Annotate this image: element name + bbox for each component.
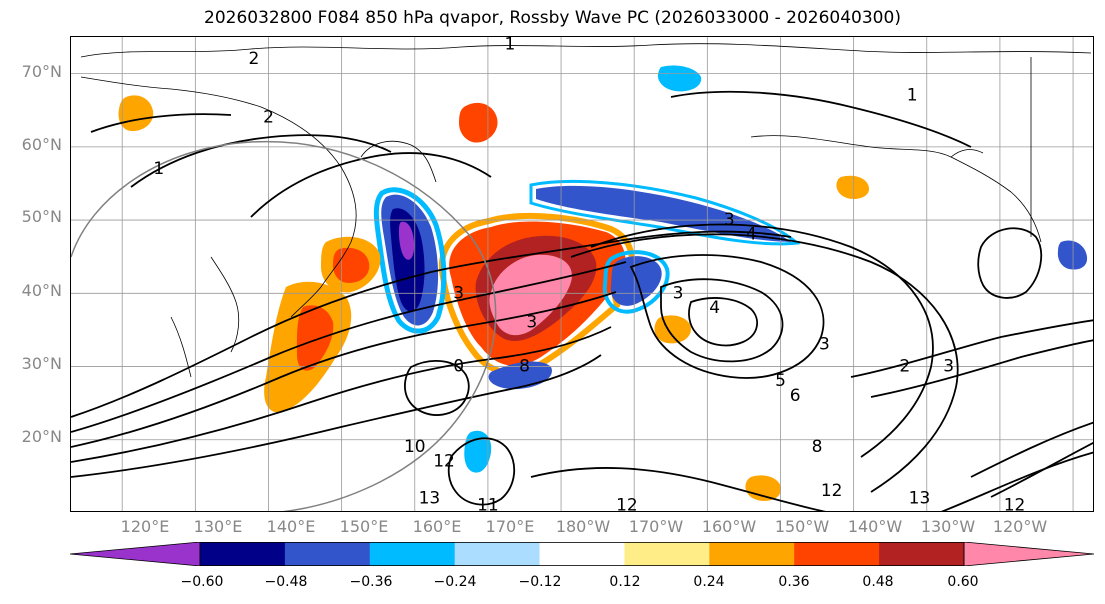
lon-label-160e: 160°E <box>412 517 462 536</box>
contour-label: 3 <box>724 210 735 230</box>
lon-label-150e: 150°E <box>339 517 389 536</box>
contour-label: 5 <box>775 371 786 391</box>
contour-label: 2 <box>899 357 910 377</box>
contour-label: 2 <box>263 108 274 128</box>
plot-title: 2026032800 F084 850 hPa qvapor, Rossby W… <box>204 8 901 28</box>
colorbar-cell <box>369 542 456 566</box>
reference-arc <box>71 140 497 511</box>
colorbar-cell <box>454 542 541 566</box>
positive-anomaly-kamchatka <box>459 102 498 143</box>
contour-label: 8 <box>812 437 823 457</box>
contour-label: 3 <box>943 357 954 377</box>
map-panel: 1221333443356823101211131213121312801 <box>70 36 1094 512</box>
contour-label: 3 <box>526 313 537 333</box>
lon-label-140w: 140°W <box>847 517 903 536</box>
positive-anomaly-japan-core <box>296 305 334 371</box>
colorbar-tick-2: −0.36 <box>349 574 393 590</box>
colorbar <box>70 542 1094 566</box>
contour-label: 1 <box>504 37 515 54</box>
contour-label: 3 <box>819 335 830 355</box>
colorbar-tick-8: 0.48 <box>862 574 894 590</box>
negative-anomaly-small-1 <box>657 65 702 92</box>
contour-label: 11 <box>477 496 499 512</box>
colorbar-tick-1: −0.48 <box>264 574 308 590</box>
colorbar-tick-6: 0.24 <box>693 574 725 590</box>
contour-label: 2 <box>248 49 259 69</box>
contour-label: 0 <box>453 357 464 377</box>
coastlines <box>80 43 1092 378</box>
negative-anomaly-band <box>536 185 791 242</box>
contour-labels: 1221333443356823101211131213121312801 <box>153 37 1026 512</box>
contour-label: 13 <box>909 488 931 508</box>
colorbar-tick-3: −0.24 <box>433 574 477 590</box>
colorbar-extend-max <box>963 542 1094 566</box>
colorbar-cell <box>794 542 880 566</box>
lat-label-60: 60°N <box>21 135 62 154</box>
lat-label-50: 50°N <box>21 207 62 226</box>
lat-label-40: 40°N <box>21 281 62 300</box>
colorbar-tick-4: −0.12 <box>518 574 562 590</box>
colorbar-extend-min <box>70 542 201 566</box>
contours <box>71 90 1093 511</box>
negative-anomaly-small-2 <box>464 430 492 473</box>
lon-label-120w: 120°W <box>992 517 1048 536</box>
contour-label: 1 <box>153 159 164 179</box>
contour-label: 6 <box>790 386 801 406</box>
contour-label: 13 <box>419 488 441 508</box>
lat-label-70: 70°N <box>21 62 62 81</box>
contour-label: 13 <box>638 510 660 512</box>
positive-anomaly-small-4 <box>836 175 869 199</box>
contour-label: 3 <box>673 283 684 303</box>
positive-anomaly-small-3 <box>745 475 781 501</box>
contour-label: 12 <box>616 496 638 512</box>
positive-anomaly-peak <box>489 254 572 336</box>
colorbar-outline <box>199 542 965 566</box>
lon-label-130e: 130°E <box>193 517 243 536</box>
colorbar-cell <box>709 542 795 566</box>
contour-label: 10 <box>404 437 426 457</box>
colorbar-cell <box>284 542 371 566</box>
colorbar-tick-0: −0.60 <box>180 574 224 590</box>
negative-anomaly-east-rim <box>602 250 670 314</box>
contour-label: 1 <box>907 86 918 106</box>
colorbar-cell <box>200 542 286 566</box>
negative-anomaly-band-rim <box>529 179 801 246</box>
negative-anomaly-peak <box>399 221 415 260</box>
contour-label: 12 <box>821 481 843 501</box>
colorbar-tick-9: 0.60 <box>947 574 979 590</box>
lon-label-120e: 120°E <box>120 517 170 536</box>
contour-label: 4 <box>709 298 720 318</box>
lon-label-180w: 180°W <box>555 517 611 536</box>
lon-label-170e: 170°E <box>485 517 535 536</box>
positive-anomaly-140e-core <box>333 247 370 283</box>
colorbar-cell <box>539 542 625 566</box>
lat-label-30: 30°N <box>21 354 62 373</box>
positive-anomaly-small-1 <box>118 95 154 132</box>
lon-label-160w: 160°W <box>701 517 757 536</box>
positive-anomaly-small-2 <box>654 315 691 344</box>
negative-anomaly-core <box>390 208 425 312</box>
colorbar-cell <box>624 542 710 566</box>
contour-label: 3 <box>453 283 464 303</box>
contour-label: 4 <box>746 225 757 245</box>
lon-label-150w: 150°W <box>774 517 830 536</box>
colorbar-cell <box>879 542 965 566</box>
lon-label-130w: 130°W <box>920 517 976 536</box>
lon-label-170w: 170°W <box>628 517 684 536</box>
negative-anomaly-small-3 <box>1057 240 1088 270</box>
contour-label: 12 <box>1004 496 1026 512</box>
contour-label: 12 <box>433 452 455 472</box>
contour-label: 8 <box>519 357 530 377</box>
shaded-anomalies <box>118 65 1088 501</box>
lon-label-140e: 140°E <box>266 517 316 536</box>
lat-label-20: 20°N <box>21 427 62 446</box>
colorbar-tick-5: 0.12 <box>609 574 641 590</box>
colorbar-tick-7: 0.36 <box>778 574 810 590</box>
negative-anomaly-rim <box>373 187 447 334</box>
